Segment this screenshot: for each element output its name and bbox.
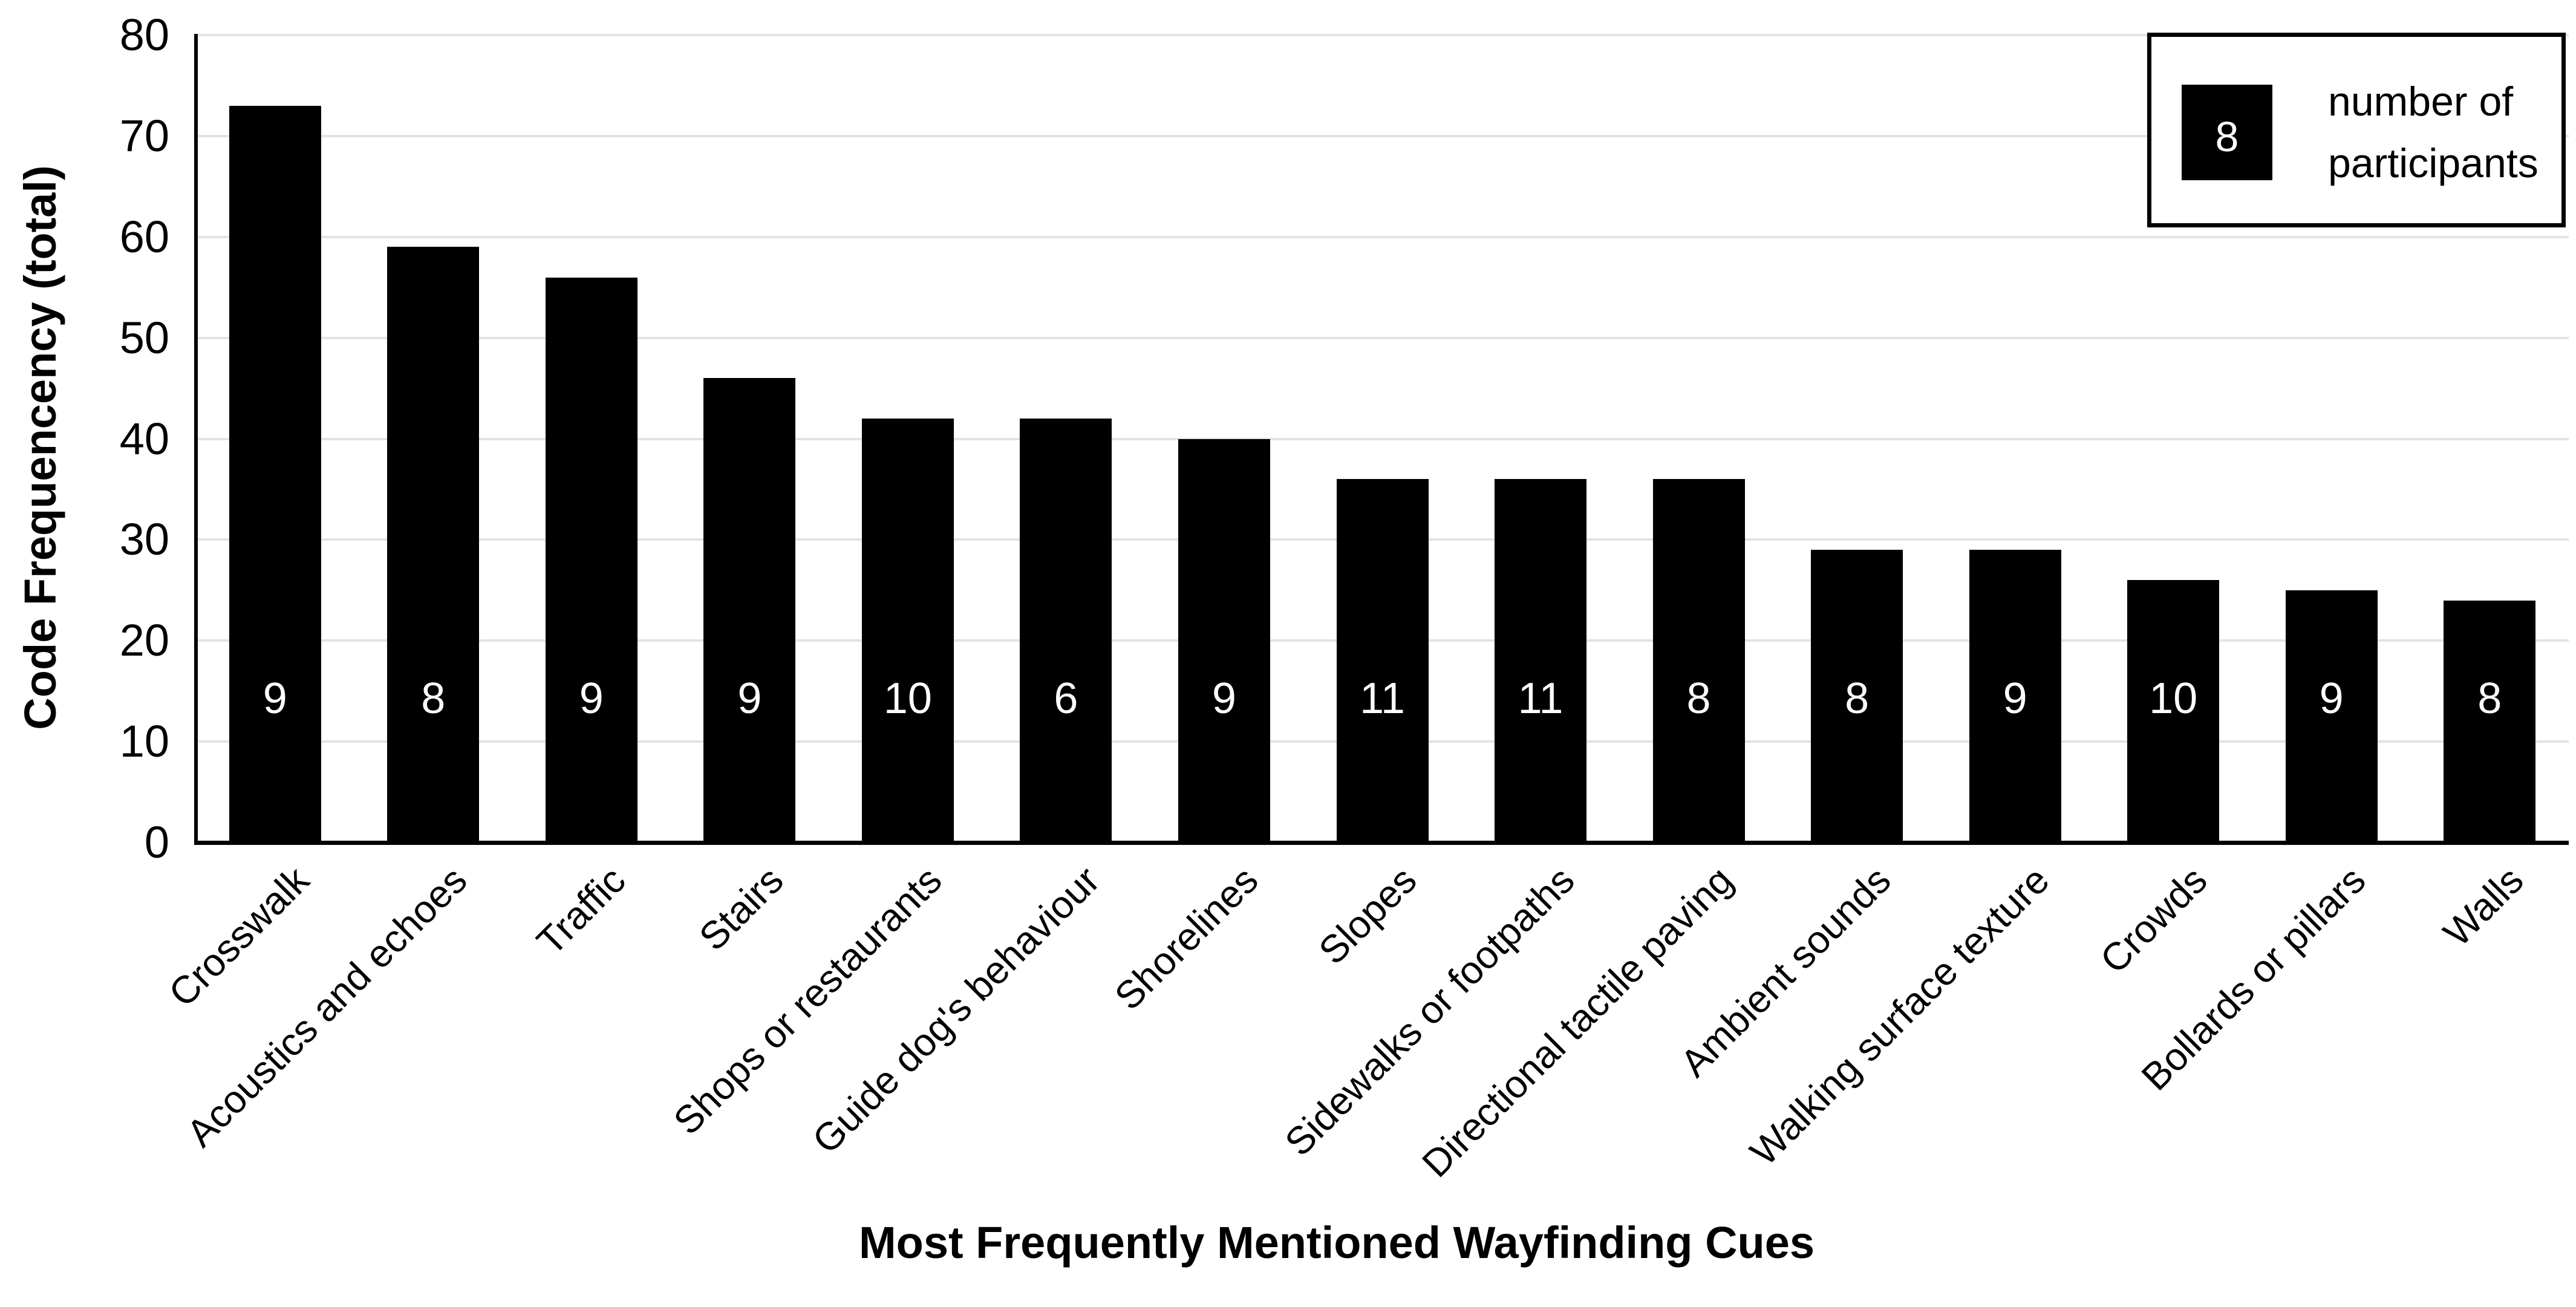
bar	[387, 247, 480, 843]
y-axis-line	[194, 34, 198, 844]
gridline	[196, 437, 2569, 440]
y-tick-label: 70	[119, 110, 169, 161]
x-axis-title: Most Frequently Mentioned Wayfinding Cue…	[858, 1217, 1815, 1268]
bar	[1495, 479, 1587, 843]
bar	[1178, 438, 1270, 843]
y-tick-label: 0	[144, 817, 169, 867]
legend: 8 number of participants	[2147, 33, 2566, 227]
bar-value-label: 9	[2319, 674, 2344, 723]
gridline	[196, 34, 2569, 36]
gridline	[196, 336, 2569, 339]
y-tick-label: 10	[119, 716, 169, 767]
bar	[1336, 479, 1429, 843]
bar	[545, 277, 637, 843]
bar-value-label: 11	[1360, 674, 1405, 723]
legend-swatch-value: 8	[2215, 113, 2239, 160]
bar-value-label: 9	[579, 674, 604, 723]
bar	[861, 419, 954, 843]
bar-value-label: 11	[1518, 674, 1564, 723]
legend-label-line1: number of	[2328, 79, 2514, 125]
bar	[2285, 590, 2378, 843]
bar-value-label: 9	[262, 674, 287, 723]
bar	[2444, 600, 2536, 843]
legend-label: number of participants	[2328, 71, 2539, 194]
bar	[229, 105, 321, 843]
bar-value-label: 8	[2477, 674, 2502, 723]
bar	[1652, 479, 1745, 843]
bar-value-label: 6	[1054, 674, 1078, 723]
y-tick-label: 60	[119, 211, 169, 262]
x-axis-line	[194, 841, 2569, 845]
bar	[703, 378, 796, 843]
y-axis-title: Code Frequencency (total)	[15, 165, 65, 730]
gridline	[196, 134, 2569, 137]
y-tick-label: 80	[119, 10, 169, 60]
bar-value-label: 8	[1686, 674, 1711, 723]
gridline	[196, 235, 2569, 238]
bar	[1969, 550, 2061, 843]
bar	[2127, 580, 2220, 843]
y-tick-label: 20	[119, 615, 169, 666]
bar-value-label: 9	[737, 674, 762, 723]
bar-value-label: 8	[1845, 674, 1870, 723]
bar-value-label: 9	[2003, 674, 2027, 723]
bar	[1020, 419, 1112, 843]
bar-value-label: 8	[421, 674, 446, 723]
y-tick-label: 50	[119, 312, 169, 363]
bar-value-label: 9	[1211, 674, 1236, 723]
y-tick-label: 40	[119, 413, 169, 464]
legend-label-line2: participants	[2328, 140, 2539, 186]
legend-swatch: 8	[2182, 85, 2272, 180]
bar	[1811, 550, 1903, 843]
bar-value-label: 10	[883, 674, 932, 723]
y-tick-label: 30	[119, 514, 169, 565]
bar-value-label: 10	[2149, 674, 2198, 723]
